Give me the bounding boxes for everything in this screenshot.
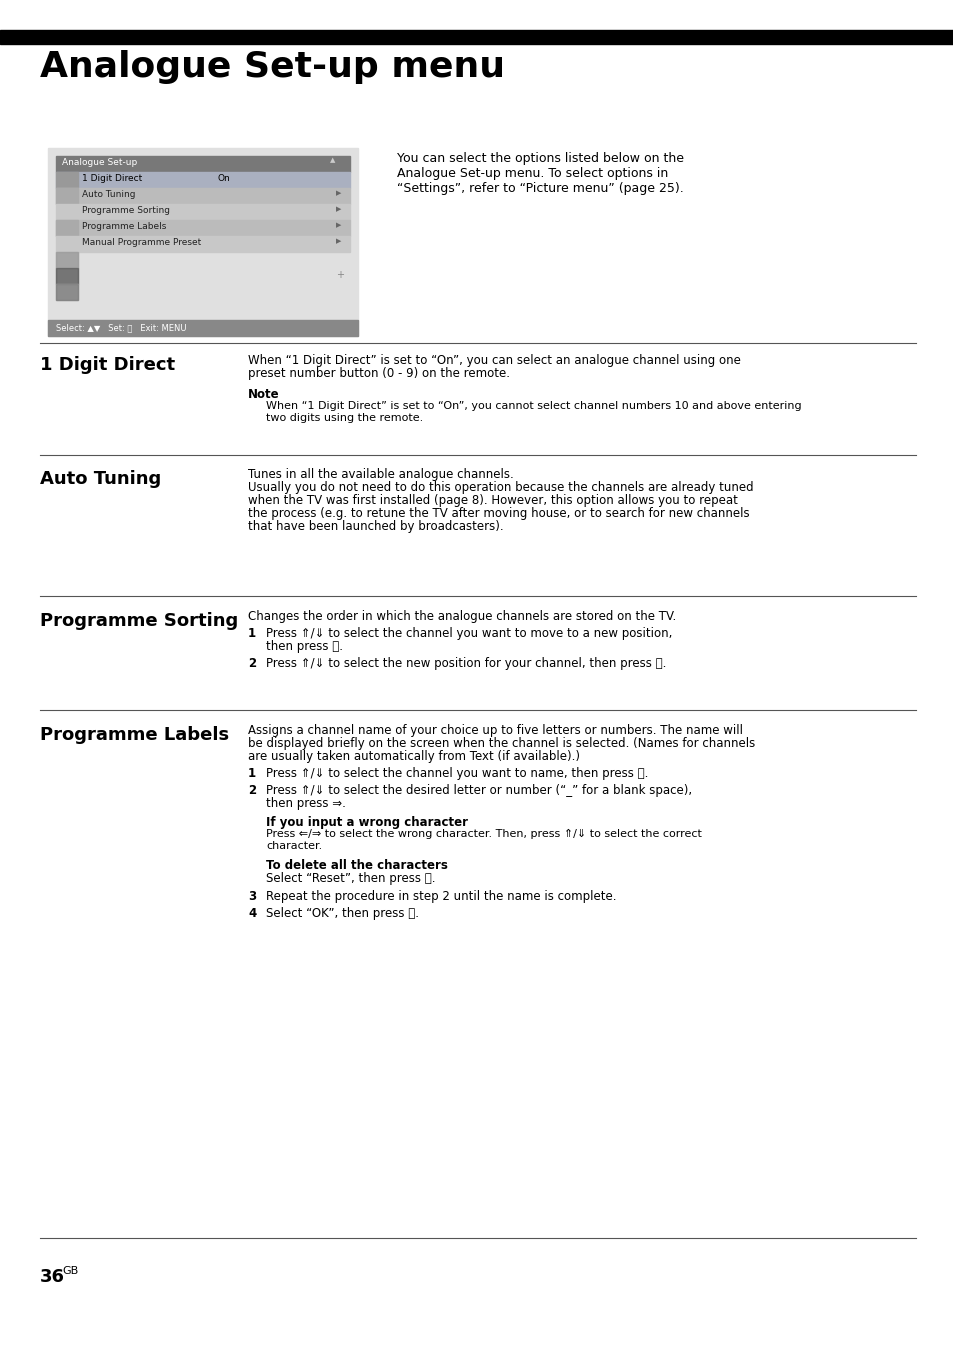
Text: GB: GB [62, 1267, 78, 1276]
Text: 3: 3 [248, 890, 255, 903]
Text: Programme Sorting: Programme Sorting [40, 612, 238, 631]
Text: Select “OK”, then press ⓧ.: Select “OK”, then press ⓧ. [266, 907, 418, 919]
Bar [56, 156, 350, 172]
Bar [56, 203, 350, 220]
Text: Auto Tuning: Auto Tuning [82, 190, 135, 199]
Text: Press ⇑/⇓ to select the new position for your channel, then press ⓧ.: Press ⇑/⇓ to select the new position for… [266, 658, 666, 670]
Text: Tunes in all the available analogue channels.: Tunes in all the available analogue chan… [248, 468, 514, 481]
Text: ▶: ▶ [335, 190, 341, 197]
Bar [56, 268, 78, 283]
Text: Repeat the procedure in step 2 until the name is complete.: Repeat the procedure in step 2 until the… [266, 890, 616, 903]
Bar [56, 252, 78, 268]
Bar [56, 188, 78, 203]
Text: +: + [335, 270, 344, 279]
Text: that have been launched by broadcasters).: that have been launched by broadcasters)… [248, 519, 503, 533]
Bar [48, 320, 357, 336]
Bar [56, 283, 78, 300]
Text: the process (e.g. to retune the TV after moving house, or to search for new chan: the process (e.g. to retune the TV after… [248, 507, 749, 519]
Text: If you input a wrong character: If you input a wrong character [266, 816, 468, 829]
Bar [56, 188, 350, 203]
Bar [56, 268, 78, 283]
Text: Analogue Set-up menu: Analogue Set-up menu [40, 50, 504, 84]
Text: Select: ▲▼   Set: ⓧ   Exit: MENU: Select: ▲▼ Set: ⓧ Exit: MENU [56, 323, 186, 332]
Text: On: On [218, 174, 231, 183]
Text: Programme Labels: Programme Labels [82, 222, 166, 231]
Bar [56, 172, 350, 188]
Text: preset number button (0 - 9) on the remote.: preset number button (0 - 9) on the remo… [248, 367, 510, 380]
Text: Note: Note [248, 388, 279, 401]
Text: Assigns a channel name of your choice up to five letters or numbers. The name wi: Assigns a channel name of your choice up… [248, 724, 742, 738]
Bar [56, 252, 78, 268]
Text: 1 Digit Direct: 1 Digit Direct [82, 174, 142, 183]
Text: Press ⇑/⇓ to select the channel you want to move to a new position,: Press ⇑/⇓ to select the channel you want… [266, 626, 672, 640]
Text: then press ⇒.: then press ⇒. [266, 797, 346, 810]
Text: 1 Digit Direct: 1 Digit Direct [40, 357, 175, 374]
Bar [56, 172, 78, 188]
Text: 36: 36 [40, 1268, 65, 1285]
Text: When “1 Digit Direct” is set to “On”, you cannot select channel numbers 10 and a: When “1 Digit Direct” is set to “On”, yo… [266, 401, 801, 411]
Text: ▶: ▶ [335, 206, 341, 212]
Text: Press ⇐/⇒ to select the wrong character. Then, press ⇑/⇓ to select the correct: Press ⇐/⇒ to select the wrong character.… [266, 829, 701, 839]
Text: Usually you do not need to do this operation because the channels are already tu: Usually you do not need to do this opera… [248, 481, 753, 494]
Bar [56, 236, 350, 252]
Text: Changes the order in which the analogue channels are stored on the TV.: Changes the order in which the analogue … [248, 610, 676, 622]
Bar [56, 220, 78, 236]
Text: Analogue Set-up menu. To select options in: Analogue Set-up menu. To select options … [396, 167, 667, 180]
Text: When “1 Digit Direct” is set to “On”, you can select an analogue channel using o: When “1 Digit Direct” is set to “On”, yo… [248, 354, 740, 367]
Text: ▲: ▲ [330, 157, 335, 163]
Text: Press ⇑/⇓ to select the channel you want to name, then press ⓧ.: Press ⇑/⇓ to select the channel you want… [266, 767, 648, 780]
Text: Auto Tuning: Auto Tuning [40, 471, 161, 488]
Text: 2: 2 [248, 784, 255, 797]
Text: 1: 1 [248, 767, 255, 780]
Text: Select “Reset”, then press ⓧ.: Select “Reset”, then press ⓧ. [266, 872, 435, 885]
Text: “Settings”, refer to “Picture menu” (page 25).: “Settings”, refer to “Picture menu” (pag… [396, 182, 683, 195]
Bar [0, 30, 953, 43]
Text: ▶: ▶ [335, 239, 341, 244]
Text: then press ⓧ.: then press ⓧ. [266, 640, 343, 654]
Text: Programme Sorting: Programme Sorting [82, 206, 170, 216]
Text: 2: 2 [248, 658, 255, 670]
Text: Press ⇑/⇓ to select the desired letter or number (“_” for a blank space),: Press ⇑/⇓ to select the desired letter o… [266, 784, 691, 797]
Text: 1: 1 [248, 626, 255, 640]
Bar [48, 148, 357, 336]
Text: ▶: ▶ [335, 222, 341, 228]
Text: are usually taken automatically from Text (if available).): are usually taken automatically from Tex… [248, 750, 579, 763]
Text: Manual Programme Preset: Manual Programme Preset [82, 239, 201, 247]
Text: be displayed briefly on the screen when the channel is selected. (Names for chan: be displayed briefly on the screen when … [248, 738, 755, 750]
Text: You can select the options listed below on the: You can select the options listed below … [396, 152, 683, 165]
Text: two digits using the remote.: two digits using the remote. [266, 414, 423, 423]
Text: character.: character. [266, 841, 322, 852]
Text: To delete all the characters: To delete all the characters [266, 858, 447, 872]
Text: Programme Labels: Programme Labels [40, 725, 229, 744]
Bar [56, 283, 78, 300]
Text: when the TV was first installed (page 8). However, this option allows you to rep: when the TV was first installed (page 8)… [248, 494, 737, 507]
Text: 4: 4 [248, 907, 256, 919]
Text: Analogue Set-up: Analogue Set-up [62, 159, 137, 167]
Bar [56, 220, 350, 236]
